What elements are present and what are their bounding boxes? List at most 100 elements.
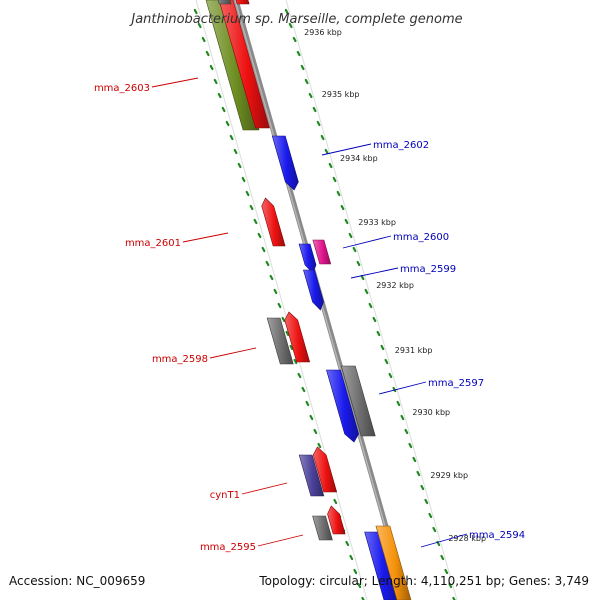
gene-mma-2599[interactable] xyxy=(303,269,324,311)
gene-mma-2595-shape[interactable] xyxy=(327,505,346,535)
ring-tick xyxy=(201,36,206,43)
gene-top-gray[interactable] xyxy=(212,0,232,5)
ring-tick xyxy=(349,554,354,561)
gene-top-red-shape[interactable] xyxy=(230,0,250,5)
kbp-tick-label: 2929 kbp xyxy=(430,471,468,480)
ring-tick xyxy=(324,148,329,155)
ring-outline xyxy=(285,0,458,600)
ring-tick xyxy=(217,92,222,99)
gene-label-leader xyxy=(182,232,229,243)
ring-tick xyxy=(304,78,309,85)
ring-tick xyxy=(225,120,230,127)
gene-label-text[interactable]: mma_2600 xyxy=(393,232,449,243)
ring-tick xyxy=(340,204,345,211)
ring-tick xyxy=(245,190,250,197)
gene-label-leader xyxy=(241,482,288,495)
gene-label-mma_2598[interactable]: mma_2598 xyxy=(152,347,257,365)
ring-tick xyxy=(432,526,437,533)
gene-mma-2598-gray-shape[interactable] xyxy=(266,317,294,365)
gene-mma-2597[interactable] xyxy=(340,365,376,437)
gene-cynT1-red-shape[interactable] xyxy=(312,446,338,493)
kbp-tick-label: 2930 kbp xyxy=(412,408,450,417)
ring-tick xyxy=(308,92,313,99)
ring-tick xyxy=(261,246,266,253)
ring-tick xyxy=(360,274,365,281)
gene-mma-2600[interactable] xyxy=(312,239,332,265)
ring-tick xyxy=(400,414,405,421)
ring-tick xyxy=(297,372,302,379)
gene-mma-2603-olive-shape[interactable] xyxy=(205,0,260,131)
gene-label-leader xyxy=(378,381,427,395)
gene-mma-2597-shape[interactable] xyxy=(340,365,376,437)
ring-tick xyxy=(209,64,214,71)
gene-mma-2602[interactable] xyxy=(271,135,299,191)
gene-label-text[interactable]: mma_2601 xyxy=(125,238,181,249)
kbp-tick-label: 2933 kbp xyxy=(358,218,396,227)
ring-tick xyxy=(241,176,246,183)
gene-mma-2597-blue[interactable] xyxy=(326,369,360,443)
gene-mma-2594-blue-shape[interactable] xyxy=(364,531,399,600)
gene-label-mma_2601[interactable]: mma_2601 xyxy=(125,232,229,249)
gene-mma-2600-a-shape[interactable] xyxy=(298,243,317,274)
gene-label-mma_2599[interactable]: mma_2599 xyxy=(350,264,456,279)
ring-tick xyxy=(313,428,318,435)
ring-tick xyxy=(249,204,254,211)
gene-cynT1-shape[interactable] xyxy=(298,454,325,497)
gene-mma-2598-gray[interactable] xyxy=(266,317,294,365)
gene-label-text[interactable]: mma_2599 xyxy=(400,264,456,275)
gene-mma-2600-a[interactable] xyxy=(298,243,317,274)
gene-label-text[interactable]: mma_2598 xyxy=(152,354,208,365)
ring-outline xyxy=(195,0,368,600)
gene-cynT1-red[interactable] xyxy=(312,446,338,493)
gene-mma-2603-olive[interactable] xyxy=(205,0,260,131)
ring-tick xyxy=(372,316,377,323)
gene-label-leader xyxy=(420,533,468,548)
gene-cynT1[interactable] xyxy=(298,454,325,497)
ring-tick xyxy=(444,568,449,575)
gene-mma-2601[interactable] xyxy=(261,197,286,247)
gene-mma-2594-shape[interactable] xyxy=(375,525,412,600)
gene-mma-2601-shape[interactable] xyxy=(261,197,286,247)
kbp-tick-label: 2934 kbp xyxy=(340,154,378,163)
gene-top-gray-shape[interactable] xyxy=(212,0,232,5)
ring-tick xyxy=(348,232,353,239)
gene-label-mma_2597[interactable]: mma_2597 xyxy=(378,378,484,395)
gene-mma-2598-shape[interactable] xyxy=(284,311,311,363)
gene-label-mma_2594[interactable]: mma_2594 xyxy=(420,530,525,548)
gene-label-mma_2603[interactable]: mma_2603 xyxy=(94,77,199,94)
gene-mma-2603-shape[interactable] xyxy=(218,0,270,129)
ring-tick xyxy=(277,302,282,309)
gene-label-mma_2595[interactable]: mma_2595 xyxy=(200,534,304,553)
gene-mma-2594[interactable] xyxy=(375,525,412,600)
ring-tick xyxy=(440,554,445,561)
gene-label-leader xyxy=(350,267,399,279)
gene-label-text[interactable]: cynT1 xyxy=(210,490,240,501)
gene-label-leader xyxy=(257,534,304,547)
gene-mma-2597-blue-shape[interactable] xyxy=(326,369,360,443)
ring-tick xyxy=(312,106,317,113)
ring-tick xyxy=(288,22,293,29)
gene-label-text[interactable]: mma_2603 xyxy=(94,83,150,94)
gene-mma-2595-gray-shape[interactable] xyxy=(312,515,333,541)
gene-mma-2595[interactable] xyxy=(327,505,346,535)
gene-mma-2602-shape[interactable] xyxy=(271,135,299,191)
gene-top-red[interactable] xyxy=(230,0,250,5)
ring-tick xyxy=(408,442,413,449)
gene-mma-2598[interactable] xyxy=(284,311,311,363)
gene-label-leader xyxy=(209,347,257,359)
gene-label-text[interactable]: mma_2595 xyxy=(200,542,256,553)
ring-tick xyxy=(356,260,361,267)
gene-label-text[interactable]: mma_2602 xyxy=(373,140,429,151)
gene-label-text[interactable]: mma_2597 xyxy=(428,378,484,389)
ring-tick xyxy=(328,162,333,169)
gene-label-mma_2600[interactable]: mma_2600 xyxy=(342,232,449,249)
gene-label-text[interactable]: mma_2594 xyxy=(469,530,525,541)
gene-mma-2594-blue[interactable] xyxy=(364,531,399,600)
ring-tick xyxy=(317,442,322,449)
gene-mma-2595-gray[interactable] xyxy=(312,515,333,541)
gene-label-cynT1[interactable]: cynT1 xyxy=(210,482,288,501)
gene-mma-2600-shape[interactable] xyxy=(312,239,332,265)
gene-label-mma_2602[interactable]: mma_2602 xyxy=(321,140,429,156)
gene-mma-2599-shape[interactable] xyxy=(303,269,324,311)
gene-mma-2603[interactable] xyxy=(218,0,270,129)
